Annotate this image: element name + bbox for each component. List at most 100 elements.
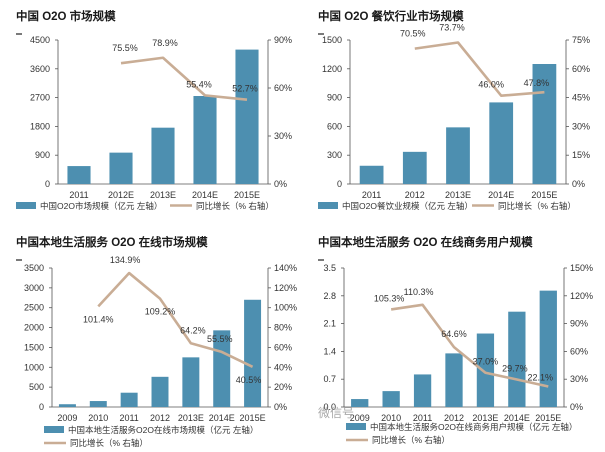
left-tick-label: 300 bbox=[327, 150, 342, 160]
right-tick-label: 60% bbox=[274, 83, 292, 93]
local-services-users-chart: 中国本地生活服务 O2O 在线商务用户规模 3.5 2.8 2.1 1.4 0.7 0.0 1… bbox=[302, 226, 604, 452]
left-tick-label: 1800 bbox=[30, 121, 50, 131]
growth-data-label: 73.7% bbox=[439, 22, 465, 32]
growth-data-label: 109.2% bbox=[145, 307, 176, 317]
growth-data-label: 40.5% bbox=[236, 375, 262, 385]
bar bbox=[67, 166, 91, 184]
left-tick-label: 900 bbox=[327, 93, 342, 103]
legend-bar-label: 中国本地生活服务O2O在线市场规模（亿元 左轴） bbox=[68, 425, 258, 435]
bar bbox=[235, 49, 259, 184]
growth-data-label: 29.7% bbox=[502, 363, 528, 373]
x-tick-label: 2014E bbox=[504, 413, 530, 423]
right-tick-label: 40% bbox=[274, 362, 292, 372]
right-tick-label: 140% bbox=[274, 263, 297, 273]
chart-svg: 中国 O2O 餐饮行业市场规模 1500 1200 900 600 300 0 75% 60% 4… bbox=[318, 9, 590, 211]
left-tick-label: 0 bbox=[337, 179, 342, 189]
growth-data-label: 55.4% bbox=[186, 79, 212, 89]
growth-line bbox=[414, 41, 545, 97]
growth-line bbox=[390, 303, 549, 388]
left-tick-label: 1.4 bbox=[323, 346, 336, 356]
bar bbox=[89, 401, 107, 407]
right-tick-label: 0% bbox=[572, 179, 585, 189]
bar bbox=[476, 333, 495, 407]
growth-data-label: 78.9% bbox=[152, 38, 178, 48]
left-tick-label: 2500 bbox=[24, 303, 44, 313]
x-tick-label: 2011 bbox=[119, 413, 138, 423]
legend-bar-swatch bbox=[346, 423, 366, 430]
x-tick-label: 2013E bbox=[445, 190, 471, 200]
growth-data-label: 75.5% bbox=[112, 43, 138, 53]
o2o-catering-chart: 中国 O2O 餐饮行业市场规模 1500 1200 900 600 300 0 75% 60% 4… bbox=[302, 0, 604, 226]
bar bbox=[413, 374, 432, 407]
chart-svg: 中国 O2O 市场规模 4500 3600 2700 1800 900 0 90% 60% 30%… bbox=[16, 9, 292, 211]
bar bbox=[182, 357, 200, 407]
right-tick-label: 0% bbox=[274, 402, 287, 412]
growth-data-label: 64.2% bbox=[180, 325, 206, 335]
right-tick-label: 150% bbox=[570, 263, 593, 273]
chart-title: 中国 O2O 市场规模 bbox=[16, 9, 116, 23]
growth-data-label: 134.9% bbox=[110, 255, 141, 265]
x-tick-label: 2012 bbox=[150, 413, 170, 423]
x-tick-label: 2012 bbox=[444, 413, 464, 423]
left-tick-label: 3000 bbox=[24, 283, 44, 293]
bar bbox=[351, 399, 369, 407]
right-tick-label: 0% bbox=[274, 179, 287, 189]
right-tick-label: 120% bbox=[274, 283, 297, 293]
right-tick-label: 30% bbox=[570, 374, 588, 384]
x-tick-label: 2015E bbox=[535, 413, 561, 423]
bar bbox=[402, 151, 427, 184]
chart-svg: 中国本地生活服务 O2O 在线商务用户规模 3.5 2.8 2.1 1.4 0.7 0.0 1… bbox=[318, 235, 593, 445]
left-tick-label: 600 bbox=[327, 121, 342, 131]
chart-title: 中国 O2O 餐饮行业市场规模 bbox=[318, 9, 464, 23]
x-tick-label: 2015E bbox=[240, 413, 266, 423]
left-tick-label: 500 bbox=[29, 382, 44, 392]
o2o-market-chart: 中国 O2O 市场规模 4500 3600 2700 1800 900 0 90% 60% 30%… bbox=[0, 0, 302, 226]
x-tick-label: 2010 bbox=[88, 413, 108, 423]
x-tick-label: 2012E bbox=[108, 190, 134, 200]
bar bbox=[382, 391, 400, 407]
growth-line bbox=[97, 271, 254, 368]
left-tick-label: 1000 bbox=[24, 362, 44, 372]
left-tick-label: 1500 bbox=[24, 342, 44, 352]
growth-data-label: 37.0% bbox=[473, 357, 499, 367]
left-tick-label: 4500 bbox=[30, 35, 50, 45]
growth-data-label: 105.3% bbox=[374, 293, 405, 303]
x-tick-label: 2012 bbox=[405, 190, 425, 200]
growth-data-label: 64.6% bbox=[441, 329, 467, 339]
bar bbox=[445, 353, 463, 407]
right-tick-label: 30% bbox=[274, 131, 292, 141]
x-tick-label: 2013E bbox=[150, 190, 176, 200]
x-tick-label: 2015E bbox=[234, 190, 260, 200]
legend-bar-swatch bbox=[44, 426, 64, 433]
bar bbox=[151, 376, 169, 407]
right-tick-label: 0% bbox=[570, 402, 583, 412]
x-tick-label: 2014E bbox=[192, 190, 218, 200]
left-tick-label: 3500 bbox=[24, 263, 44, 273]
left-tick-label: 3600 bbox=[30, 64, 50, 74]
legend-line-label: 同比增长（% 右轴） bbox=[372, 435, 450, 445]
bar bbox=[359, 165, 384, 184]
bar bbox=[151, 127, 175, 184]
legend-bar-label: 中国O2O餐饮业规模（亿元 左轴） bbox=[342, 201, 473, 211]
legend-line-label: 同比增长（% 右轴） bbox=[498, 201, 576, 211]
left-tick-label: 3.5 bbox=[323, 263, 336, 273]
left-tick-label: 0.7 bbox=[323, 374, 336, 384]
growth-data-label: 101.4% bbox=[83, 314, 114, 324]
right-tick-label: 60% bbox=[572, 64, 590, 74]
chart-title: 中国本地生活服务 O2O 在线市场规模 bbox=[16, 235, 208, 249]
bar bbox=[244, 299, 262, 407]
legend-bar-swatch bbox=[318, 202, 338, 209]
growth-data-label: 47.8% bbox=[524, 78, 550, 88]
bar bbox=[120, 392, 138, 407]
right-tick-label: 120% bbox=[570, 291, 593, 301]
left-tick-label: 1200 bbox=[322, 64, 342, 74]
left-tick-label: 0.0 bbox=[323, 402, 336, 412]
x-tick-label: 2014E bbox=[488, 190, 514, 200]
right-tick-label: 45% bbox=[572, 93, 590, 103]
right-tick-label: 100% bbox=[274, 303, 297, 313]
growth-data-label: 46.0% bbox=[478, 80, 504, 90]
bar bbox=[193, 96, 217, 184]
right-tick-label: 80% bbox=[274, 323, 292, 333]
legend-bar-label: 中国本地生活服务O2O在线商务用户规模（亿元 左轴） bbox=[370, 422, 577, 432]
